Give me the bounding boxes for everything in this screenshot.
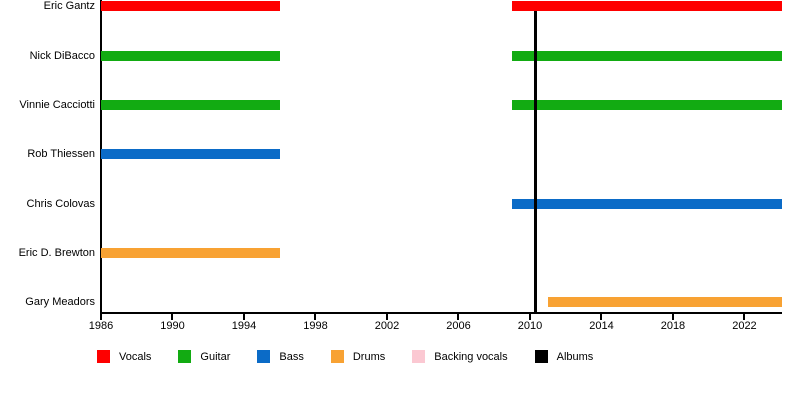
axis-tick-label: 2014 xyxy=(589,320,614,332)
axis-tick-label: 2022 xyxy=(732,320,757,332)
axis-tick xyxy=(457,314,460,320)
legend-item-backing_vocals: Backing vocals xyxy=(412,350,508,363)
legend-swatch-backing_vocals xyxy=(412,350,426,363)
legend-swatch-vocals xyxy=(97,350,110,363)
axis-tick-label: 1994 xyxy=(231,320,257,332)
legend-swatch-drums xyxy=(330,350,344,363)
axis-tick xyxy=(100,314,102,320)
member-label: Rob Thiessen xyxy=(27,148,95,160)
timeline-bar-guitar xyxy=(101,51,280,61)
timeline-bar-guitar xyxy=(512,51,782,61)
axis-tick-label: 2006 xyxy=(446,320,471,332)
axis-tick-label: 2018 xyxy=(660,320,686,332)
timeline-bar-bass xyxy=(512,199,782,209)
legend-item-guitar: Guitar xyxy=(178,350,230,363)
album-release-line xyxy=(534,11,538,314)
legend-item-albums: Albums xyxy=(534,350,594,363)
axis-tick-label: 1986 xyxy=(88,320,114,332)
axis-tick xyxy=(171,314,174,320)
member-label: Eric D. Brewton xyxy=(18,247,95,259)
legend-swatch-bass xyxy=(257,350,271,363)
legend-item-bass: Bass xyxy=(257,350,304,363)
legend-swatch-albums xyxy=(534,350,548,363)
x-axis xyxy=(100,312,782,314)
member-label: Nick DiBacco xyxy=(29,50,95,62)
legend-item-vocals: Vocals xyxy=(97,350,151,363)
axis-tick xyxy=(385,314,388,320)
member-label: Vinnie Cacciotti xyxy=(19,99,95,111)
member-label: Eric Gantz xyxy=(43,0,95,12)
timeline-bar-drums xyxy=(101,248,280,258)
axis-tick-label: 1998 xyxy=(303,320,328,332)
timeline-plot-area: 1986 1990 1994 1998 2002 2006 2010 2014 2018 2022… xyxy=(18,0,782,332)
legend-label: Guitar xyxy=(200,350,231,363)
axis-tick-label: 2002 xyxy=(374,320,400,332)
timeline-bar-vocals xyxy=(512,1,782,11)
legend-label: Drums xyxy=(352,350,386,363)
axis-tick xyxy=(242,314,245,320)
axis-tick xyxy=(314,314,317,320)
legend-swatch-guitar xyxy=(178,350,192,363)
timeline-bar-guitar xyxy=(512,100,782,110)
member-label: Gary Meadors xyxy=(25,296,95,308)
legend: Vocals Guitar Bass Drums Backing vocals Album… xyxy=(97,350,593,363)
legend-label: Vocals xyxy=(119,350,152,363)
axis-tick xyxy=(600,314,603,320)
timeline-bar-vocals xyxy=(101,1,280,11)
axis-tick-label: 2010 xyxy=(517,320,543,332)
legend-label: Albums xyxy=(556,350,594,363)
axis-tick-label: 1990 xyxy=(160,320,185,332)
legend-label: Bass xyxy=(279,350,304,363)
timeline-bar-bass xyxy=(101,149,280,159)
axis-tick xyxy=(743,314,746,320)
member-label: Chris Colovas xyxy=(26,198,95,210)
axis-tick xyxy=(671,314,674,320)
legend-label: Backing vocals xyxy=(434,350,508,363)
axis-tick xyxy=(528,314,531,320)
timeline-bar-drums xyxy=(547,297,782,307)
legend-item-drums: Drums xyxy=(330,350,386,363)
timeline-bar-guitar xyxy=(101,100,280,110)
